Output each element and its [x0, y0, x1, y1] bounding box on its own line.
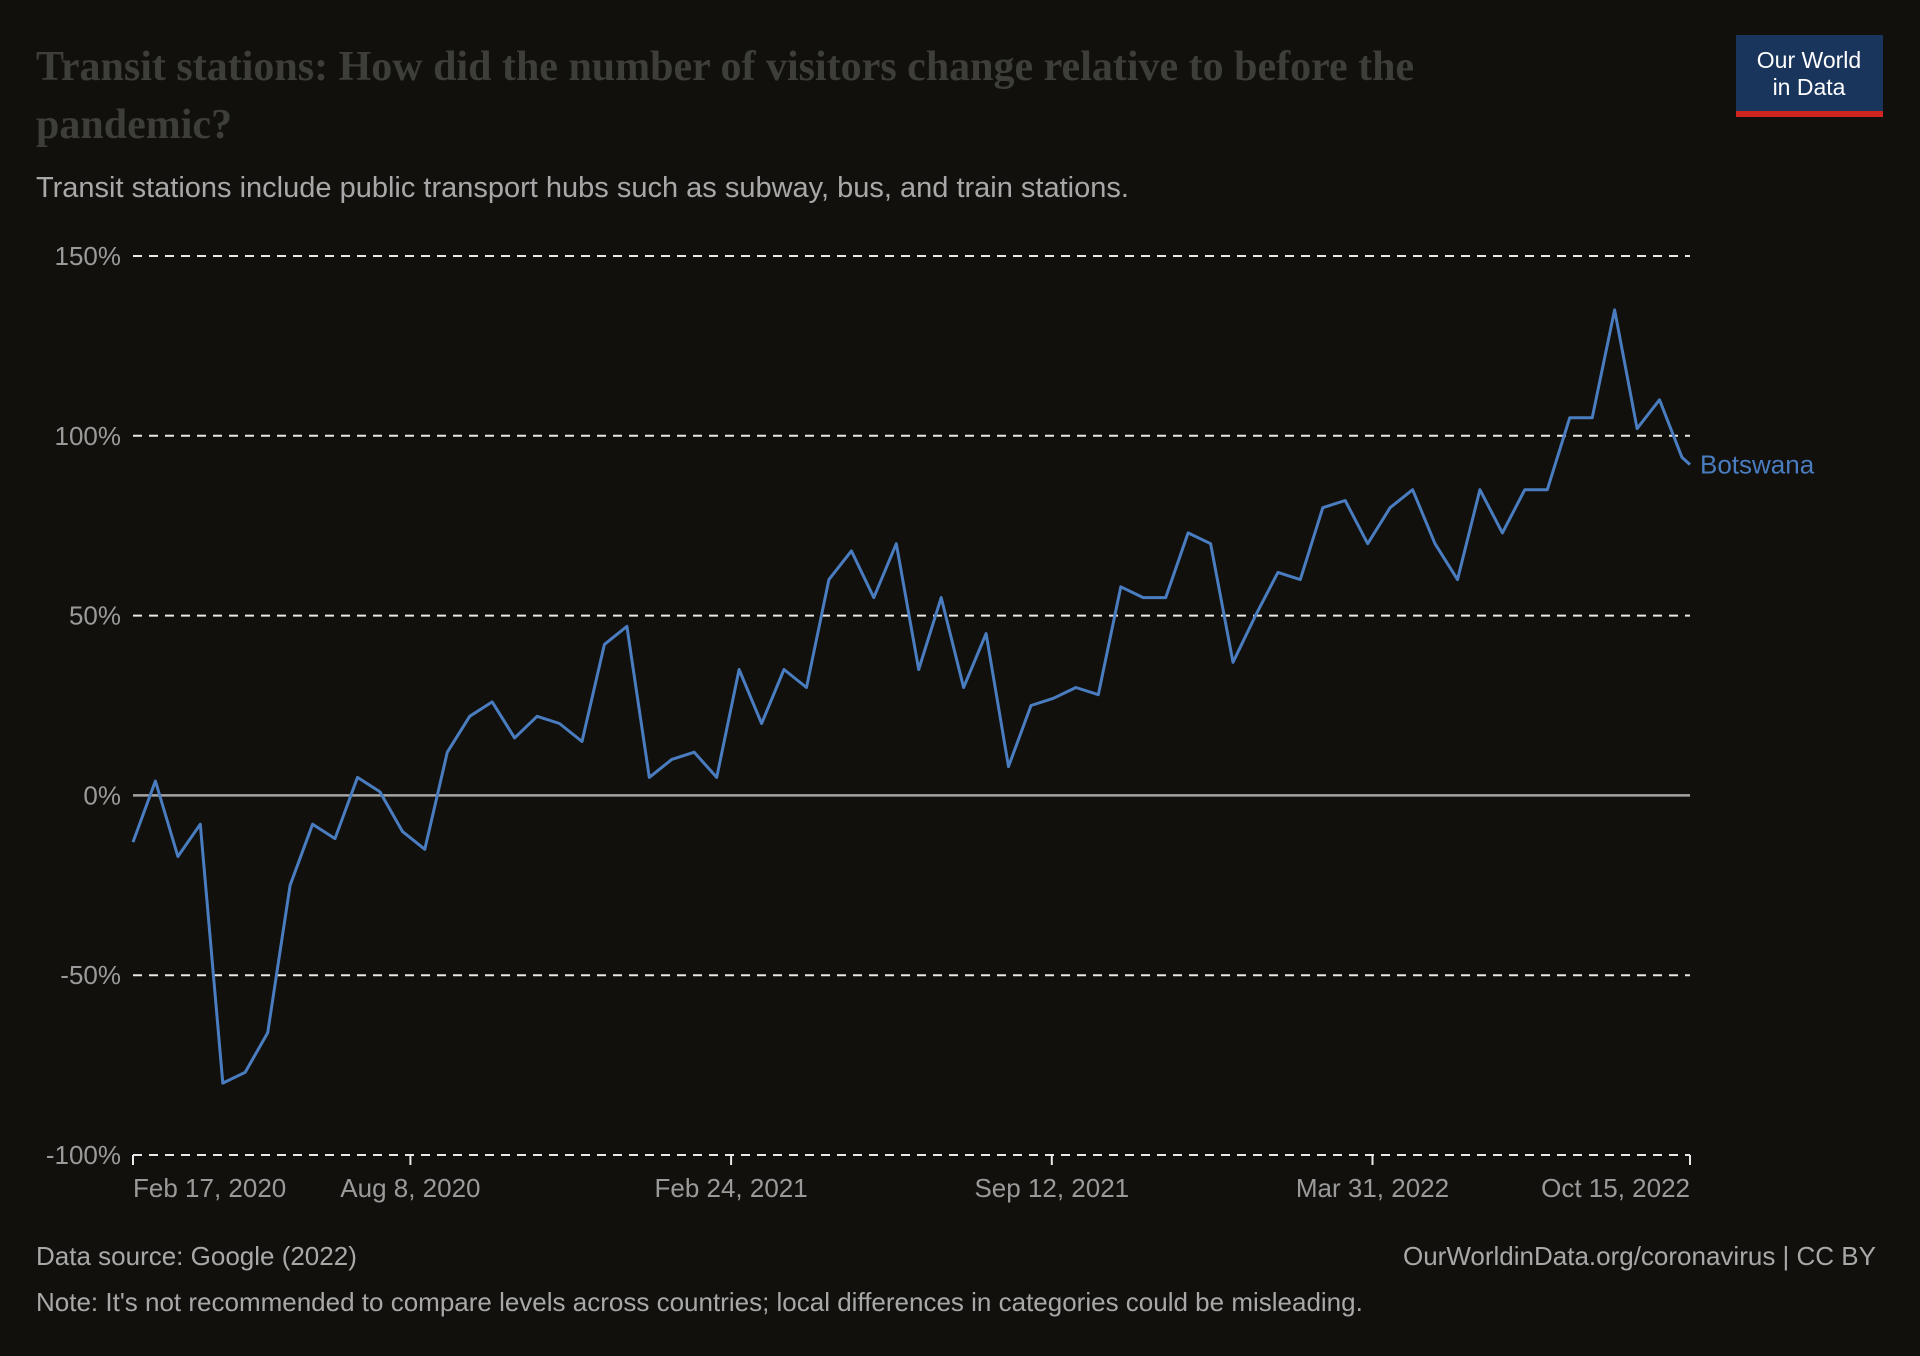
chart-title-text: Transit stations: How did the number of … — [36, 44, 1414, 148]
logo-text: in Data — [1773, 74, 1846, 100]
x-tick-label: Aug 8, 2020 — [340, 1173, 480, 1203]
y-tick-label: 50% — [69, 601, 121, 631]
x-tick-label: Oct 15, 2022 — [1541, 1173, 1690, 1203]
note: Note: It's not recommended to compare le… — [36, 1287, 1363, 1317]
y-tick-label: 0% — [83, 780, 121, 810]
x-tick-label: Mar 31, 2022 — [1296, 1173, 1449, 1203]
source: Data source: Google (2022) — [36, 1241, 357, 1271]
series-label: Botswana — [1700, 450, 1815, 480]
y-tick-label: 150% — [55, 241, 122, 271]
y-tick-label: -100% — [46, 1140, 121, 1170]
series-line — [131, 308, 1692, 1085]
title-line: pandemic? — [36, 102, 232, 148]
y-tick-label: -50% — [60, 960, 121, 990]
y-tick-label: 100% — [55, 421, 122, 451]
credit[interactable]: OurWorldinData.org/coronavirus | CC BY — [1403, 1241, 1876, 1271]
title-line: Transit stations: How did the number of … — [36, 44, 1414, 90]
subtitle: Transit stations include public transpor… — [36, 172, 1129, 204]
logo-bar — [1736, 111, 1883, 117]
x-tick-label: Feb 24, 2021 — [654, 1173, 807, 1203]
logo-box — [1736, 35, 1883, 111]
x-tick-label: Feb 17, 2020 — [133, 1173, 286, 1203]
logo-text: Our World — [1757, 47, 1861, 73]
logo[interactable]: Our World in Data — [1736, 35, 1883, 117]
chart-title: Transit stations: How did the number of … — [36, 44, 1414, 148]
x-tick-label: Sep 12, 2021 — [974, 1173, 1129, 1203]
